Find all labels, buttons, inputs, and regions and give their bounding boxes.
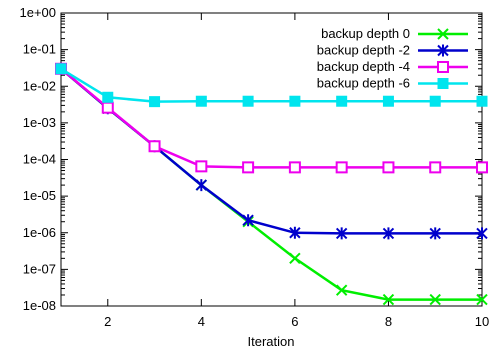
series-line [60, 67, 482, 301]
legend-label: backup depth 0 [321, 26, 410, 41]
series-0 [55, 63, 488, 306]
series-2 [55, 62, 488, 174]
data-point [289, 95, 301, 107]
y-tick-label: 1e-07 [23, 261, 56, 276]
y-tick-label: 1e+00 [19, 5, 56, 20]
data-point [382, 161, 395, 174]
x-tick-label: 10 [475, 314, 489, 329]
legend-swatch-marker [437, 61, 449, 73]
data-point [148, 140, 161, 153]
series-line [60, 67, 482, 103]
data-point [429, 95, 441, 107]
data-point [242, 95, 254, 107]
legend-swatch-marker [437, 78, 449, 89]
data-point [382, 293, 395, 306]
data-point [476, 227, 488, 240]
series-layer [55, 62, 488, 306]
series-3 [55, 63, 488, 108]
data-point [429, 293, 441, 306]
data-point [195, 179, 208, 192]
y-tick-label: 1e-08 [23, 298, 56, 313]
data-point [289, 252, 301, 265]
y-tick-label: 1e-03 [23, 115, 56, 130]
data-point [382, 95, 394, 107]
data-point [195, 160, 208, 173]
x-axis-title: Iteration [248, 334, 295, 349]
y-axis: 1e-08 1e-07 1e-06 1e-05 1e-04 1e-03 1e-02 1e-01… [19, 5, 482, 313]
data-point [382, 227, 395, 240]
legend-swatch-marker [437, 44, 449, 57]
y-tick-label: 1e-06 [23, 225, 56, 240]
plot-frame [60, 12, 483, 307]
data-point [336, 95, 348, 107]
data-point [55, 63, 67, 75]
data-point [288, 161, 301, 174]
legend-label: backup depth -4 [317, 59, 410, 74]
data-point [476, 161, 488, 174]
x-tick-label: 6 [291, 314, 298, 329]
data-point [476, 95, 488, 107]
y-tick-label: 1e-04 [23, 152, 56, 167]
data-point [335, 284, 348, 296]
y-tick-label: 1e-05 [23, 188, 56, 203]
x-tick-label: 4 [198, 314, 205, 329]
series-line [60, 67, 482, 235]
data-point [101, 101, 114, 114]
series-line [60, 67, 482, 169]
data-point [102, 91, 114, 103]
data-point [195, 95, 207, 107]
legend-label: backup depth -6 [317, 76, 410, 91]
y-tick-label: 1e-01 [23, 42, 56, 57]
data-point [476, 293, 488, 306]
data-point [289, 226, 301, 239]
legend-swatch-marker [437, 28, 449, 40]
x-tick-label: 2 [104, 314, 111, 329]
y-tick-label: 1e-02 [23, 78, 56, 93]
x-tick-label: 8 [385, 314, 392, 329]
data-point [149, 96, 161, 108]
series-1 [55, 62, 488, 240]
data-point [429, 161, 442, 174]
data-point [242, 214, 254, 227]
legend-label: backup depth -2 [317, 43, 410, 58]
data-point [242, 161, 255, 174]
data-point [429, 227, 441, 240]
data-point [335, 161, 348, 174]
data-point [335, 227, 348, 240]
